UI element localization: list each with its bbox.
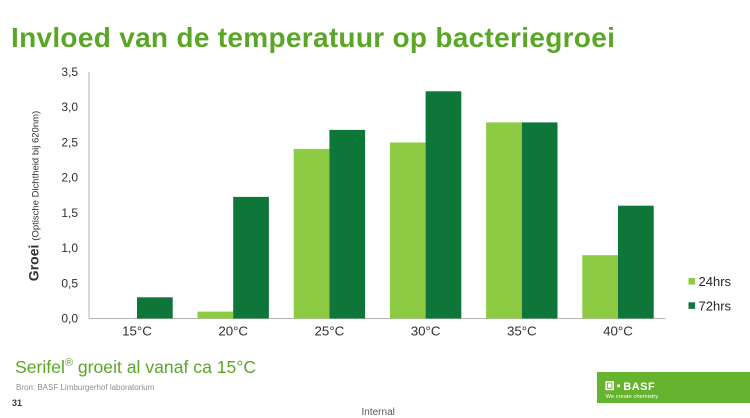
svg-text:BASF: BASF [623, 381, 655, 393]
svg-text:40°C: 40°C [603, 324, 633, 339]
svg-text:20°C: 20°C [218, 324, 248, 339]
svg-text:25°C: 25°C [315, 324, 345, 339]
svg-text:2,0: 2,0 [61, 171, 78, 185]
svg-text:Groei (Optische Dichtheid bij: Groei (Optische Dichtheid bij 620nm) [26, 111, 42, 281]
svg-text:35°C: 35°C [507, 324, 537, 339]
svg-text:30°C: 30°C [411, 324, 441, 339]
svg-text:72hrs: 72hrs [699, 298, 732, 313]
svg-text:1,5: 1,5 [61, 206, 78, 220]
svg-text:0,0: 0,0 [61, 312, 78, 326]
svg-text:24hrs: 24hrs [699, 274, 732, 289]
svg-text:0,5: 0,5 [61, 276, 78, 290]
svg-text:We create chemistry: We create chemistry [606, 394, 659, 400]
svg-text:15°C: 15°C [122, 324, 152, 339]
svg-text:1,0: 1,0 [61, 241, 78, 255]
svg-text:2,5: 2,5 [61, 135, 78, 149]
svg-text:3,0: 3,0 [61, 100, 78, 114]
svg-text:3,5: 3,5 [61, 65, 78, 79]
